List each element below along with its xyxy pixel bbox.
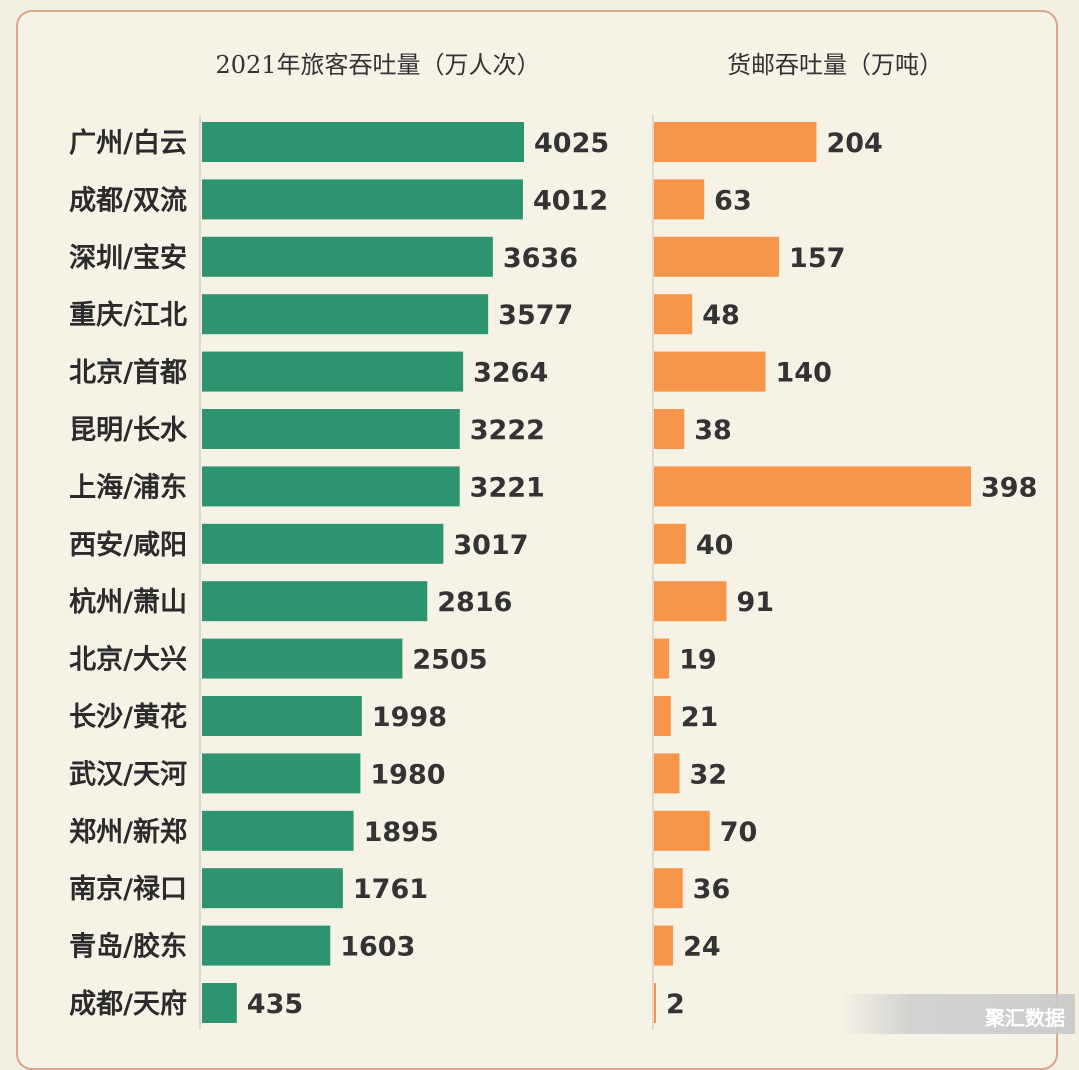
category-label: 重庆/江北 [69, 299, 187, 331]
cargo-panel-title: 货邮吞吐量（万吨） [727, 51, 943, 79]
category-label: 郑州/新郑 [69, 816, 187, 848]
cargo-value-label: 63 [714, 185, 752, 216]
passenger-bar [202, 810, 354, 851]
category-label: 上海/浦东 [69, 471, 187, 503]
cargo-bar [654, 236, 780, 277]
cargo-value-label: 48 [702, 300, 740, 331]
category-label: 南京/禄口 [69, 873, 187, 905]
cargo-value-label: 40 [696, 530, 734, 561]
cargo-bar [654, 523, 686, 564]
watermark-text: 聚汇数据 [985, 1006, 1065, 1030]
category-label: 西安/咸阳 [69, 530, 187, 561]
cargo-value-label: 140 [776, 358, 832, 389]
cargo-value-label: 91 [736, 587, 774, 618]
category-label: 北京/首都 [69, 357, 187, 389]
cargo-bar [654, 409, 685, 449]
passenger-value-label: 435 [247, 989, 303, 1020]
cargo-bar [654, 696, 671, 736]
passenger-bar [202, 581, 428, 622]
bars-layer: 广州/白云 4025 204 成都/双流 4012 63 深圳/宝安 3636 157 重庆/江北… [69, 122, 1037, 1023]
passenger-bar [202, 753, 361, 794]
passenger-bar [202, 983, 237, 1023]
passenger-value-label: 3222 [470, 415, 545, 446]
passenger-value-label: 3577 [498, 300, 573, 331]
cargo-value-label: 19 [679, 645, 717, 676]
passenger-value-label: 3264 [473, 358, 548, 389]
passenger-value-label: 3221 [470, 472, 545, 503]
cargo-bar [654, 810, 710, 851]
category-label: 杭州/萧山 [69, 586, 187, 618]
passenger-bar [202, 179, 523, 220]
category-label: 广州/白云 [69, 127, 187, 159]
cargo-bar [654, 466, 971, 507]
passenger-bar [202, 122, 524, 162]
passenger-bar [202, 868, 343, 909]
cargo-bar [654, 868, 683, 909]
passenger-bar [202, 409, 460, 449]
passenger-bar [202, 351, 464, 392]
category-label: 成都/双流 [69, 185, 187, 216]
category-label: 长沙/黄花 [69, 702, 187, 733]
passenger-value-label: 1980 [370, 759, 445, 790]
passenger-value-label: 2816 [437, 587, 512, 618]
cargo-value-label: 38 [694, 415, 732, 446]
chart-card [16, 10, 1058, 1070]
passenger-panel-title: 2021年旅客吞吐量（万人次） [215, 51, 540, 79]
cargo-bar [654, 581, 727, 622]
cargo-bar [654, 294, 693, 335]
category-label: 北京/大兴 [69, 644, 187, 676]
passenger-value-label: 1603 [340, 932, 415, 963]
cargo-bar [654, 122, 817, 162]
passenger-bar [202, 236, 493, 277]
passenger-bar [202, 925, 331, 966]
cargo-value-label: 157 [789, 243, 845, 274]
category-label: 深圳/宝安 [69, 242, 187, 274]
passenger-bar [202, 294, 489, 335]
cargo-value-label: 204 [826, 128, 882, 159]
cargo-bar [654, 179, 705, 220]
cargo-value-label: 32 [689, 759, 727, 790]
cargo-value-label: 21 [681, 702, 719, 733]
category-label: 成都/天府 [69, 988, 187, 1020]
passenger-bar [202, 696, 362, 736]
cargo-value-label: 24 [683, 932, 721, 963]
passenger-value-label: 1761 [353, 874, 428, 905]
cargo-value-label: 398 [981, 472, 1037, 503]
passenger-value-label: 3017 [453, 530, 528, 561]
cargo-bar [654, 638, 670, 679]
watermark: 聚汇数据 [840, 994, 1075, 1034]
cargo-bar [654, 983, 656, 1023]
cargo-bar [654, 925, 674, 966]
category-label: 青岛/胶东 [69, 931, 187, 963]
passenger-value-label: 4025 [534, 128, 609, 159]
cargo-bar [654, 753, 680, 794]
passenger-value-label: 3636 [503, 243, 578, 274]
cargo-value-label: 2 [666, 989, 685, 1020]
chart-canvas: 2021年旅客吞吐量（万人次） 货邮吞吐量（万吨） 广州/白云 4025 204 成都… [69, 51, 1037, 1030]
passenger-bar [202, 523, 444, 564]
passenger-value-label: 2505 [412, 645, 487, 676]
passenger-value-label: 4012 [533, 185, 608, 216]
cargo-value-label: 36 [693, 874, 731, 905]
category-label: 昆明/长水 [69, 415, 188, 446]
passenger-value-label: 1998 [372, 702, 447, 733]
passenger-bar [202, 466, 460, 507]
category-label: 武汉/天河 [69, 759, 187, 790]
cargo-value-label: 70 [720, 817, 758, 848]
passenger-bar [202, 638, 403, 679]
passenger-value-label: 1895 [364, 817, 439, 848]
cargo-bar [654, 351, 766, 392]
